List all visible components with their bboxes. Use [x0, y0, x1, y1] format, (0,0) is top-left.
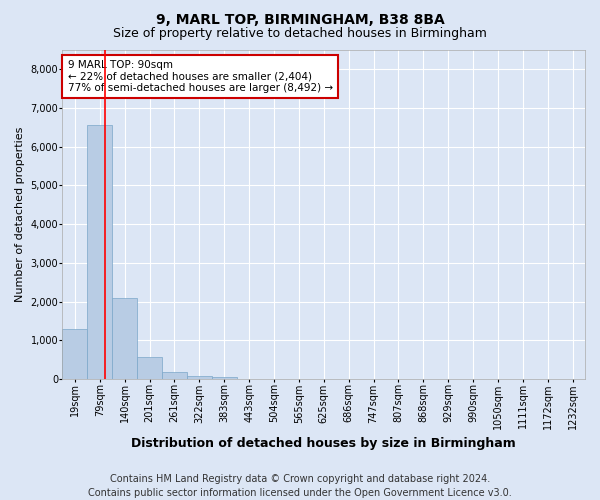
Y-axis label: Number of detached properties: Number of detached properties — [15, 127, 25, 302]
Bar — [137, 356, 162, 379]
Text: Size of property relative to detached houses in Birmingham: Size of property relative to detached ho… — [113, 28, 487, 40]
Bar — [187, 376, 212, 379]
Bar — [112, 298, 137, 379]
X-axis label: Distribution of detached houses by size in Birmingham: Distribution of detached houses by size … — [131, 437, 516, 450]
Text: 9 MARL TOP: 90sqm
← 22% of detached houses are smaller (2,404)
77% of semi-detac: 9 MARL TOP: 90sqm ← 22% of detached hous… — [68, 60, 333, 93]
Bar — [62, 330, 88, 379]
Bar — [88, 126, 112, 379]
Text: 9, MARL TOP, BIRMINGHAM, B38 8BA: 9, MARL TOP, BIRMINGHAM, B38 8BA — [155, 12, 445, 26]
Bar — [162, 372, 187, 379]
Text: Contains HM Land Registry data © Crown copyright and database right 2024.
Contai: Contains HM Land Registry data © Crown c… — [88, 474, 512, 498]
Bar — [212, 378, 236, 379]
